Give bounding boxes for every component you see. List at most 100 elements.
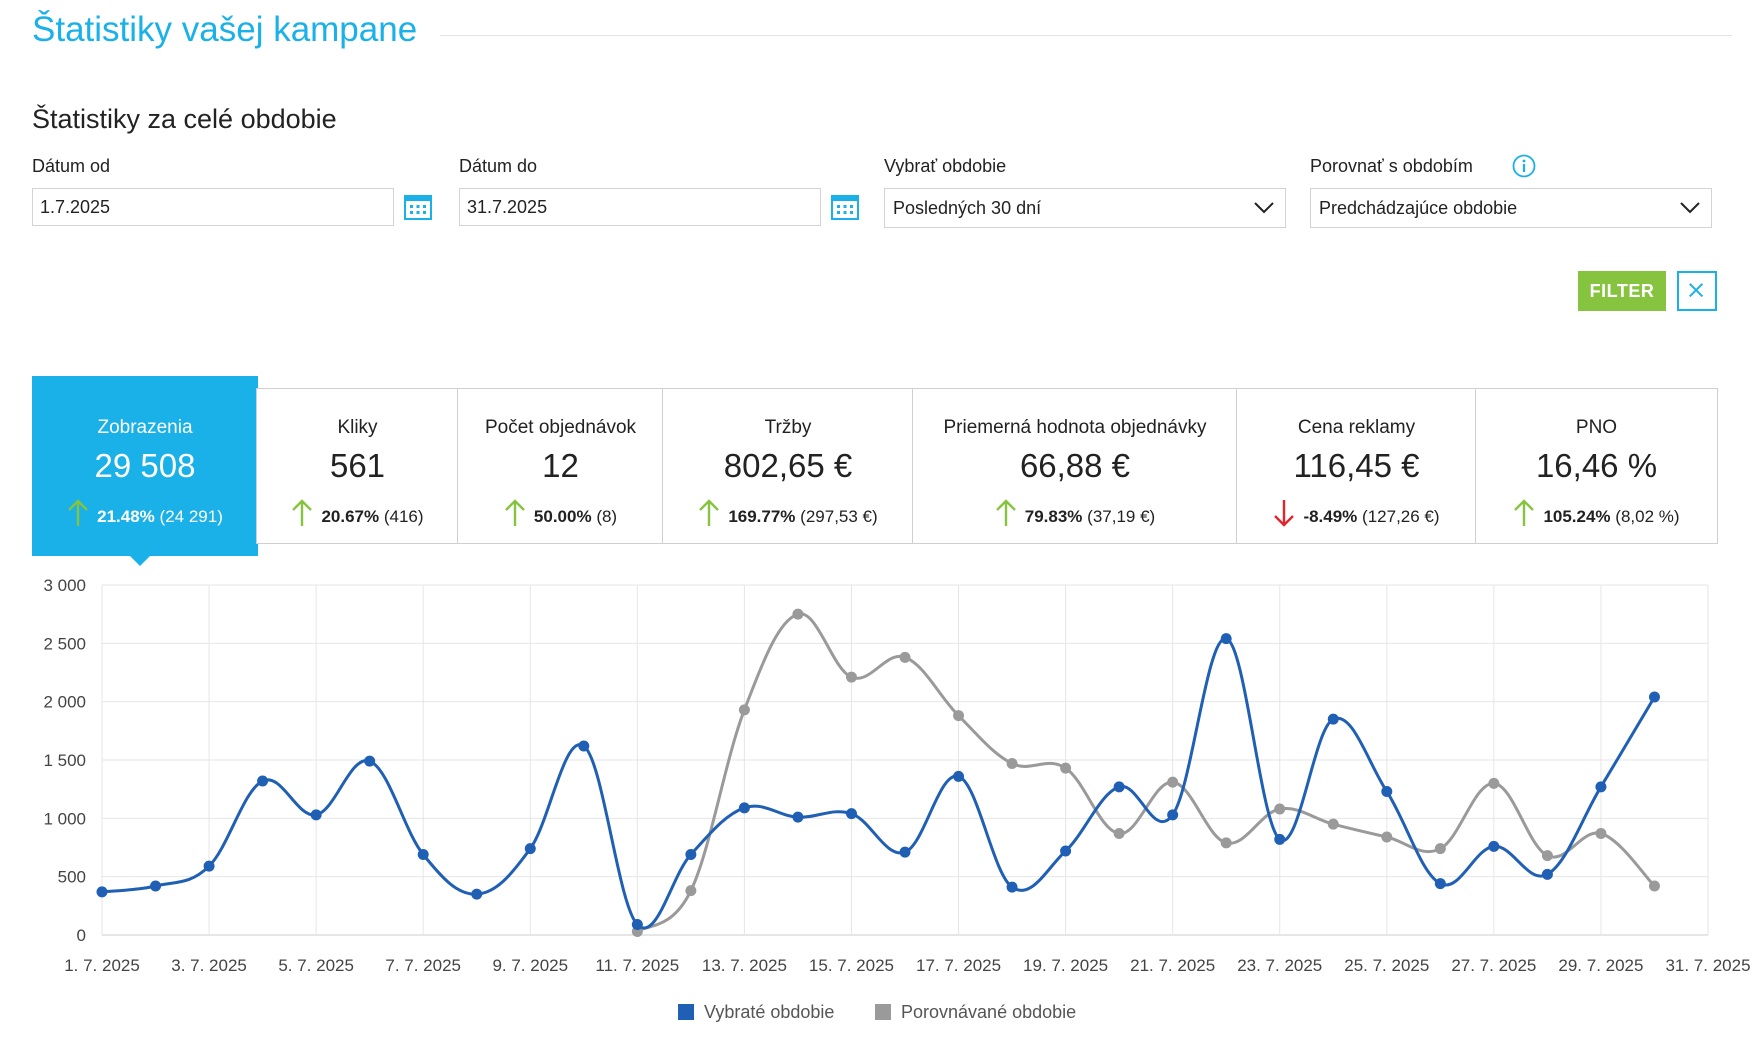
data-point-compared	[1060, 762, 1072, 774]
data-point-compared	[1113, 828, 1125, 839]
impressions-line-chart: 0 500 1 000 1 500 2 000 2 500 3 000 1. 7. 2025 3…	[43, 576, 1750, 975]
y-tick-label: 0	[77, 926, 86, 945]
data-point-selected	[203, 860, 215, 872]
kpi-tile-2[interactable]: Kliky 561 20.67% (416)	[256, 388, 459, 544]
legend-label-compared: Porovnávané obdobie	[901, 1002, 1077, 1022]
data-point-selected	[310, 809, 322, 821]
data-point-selected	[96, 886, 108, 898]
kpi-delta: -8.49% (127,26 €)	[1237, 498, 1476, 528]
arrow-up-icon	[699, 499, 720, 526]
kpi-value: 802,65 €	[723, 447, 853, 484]
data-point-selected	[1541, 868, 1553, 880]
kpi-label: Priemerná hodnota objednávky	[943, 417, 1207, 438]
x-tick-label: 13. 7. 2025	[702, 956, 787, 975]
data-point-compared	[792, 608, 804, 620]
y-tick-label: 2 500	[43, 634, 86, 653]
calendar-icon[interactable]	[830, 192, 860, 222]
date-from-input[interactable]: 1.7.2025	[32, 188, 394, 226]
kpi-value: 66,88 €	[1019, 447, 1131, 484]
date-to-input[interactable]: 31.7.2025	[459, 188, 821, 226]
period-label: Vybrať obdobie	[884, 156, 1007, 176]
data-point-compared	[685, 885, 697, 897]
kpi-delta: 50.00% (8)	[458, 498, 663, 528]
kpi-label: Počet objednávok	[484, 417, 637, 438]
kpi-delta-pct: -8.49%	[1303, 507, 1358, 526]
x-tick-label: 29. 7. 2025	[1558, 956, 1643, 975]
kpi-delta-prev: (8,02 %)	[1615, 507, 1680, 526]
data-point-compared	[1595, 828, 1607, 839]
x-tick-label: 11. 7. 2025	[595, 956, 679, 975]
data-point-selected	[738, 802, 750, 814]
kpi-value: 116,45 €	[1293, 447, 1420, 484]
data-point-compared	[845, 671, 857, 683]
title-divider	[440, 35, 1732, 36]
kpi-delta-prev: (8)	[596, 507, 618, 526]
info-icon[interactable]	[1512, 154, 1536, 178]
legend-item-compared[interactable]: Porovnávané obdobie	[875, 1002, 1076, 1023]
section-title: Štatistiky za celé obdobie	[32, 104, 337, 134]
kpi-label: Zobrazenia	[97, 417, 193, 438]
x-tick-label: 23. 7. 2025	[1237, 956, 1322, 975]
data-point-selected	[1274, 833, 1286, 845]
kpi-tile-1[interactable]: Zobrazenia 29 508 21.48% (24 291)	[32, 376, 258, 556]
x-tick-label: 7. 7. 2025	[385, 956, 461, 975]
kpi-label: Tržby	[764, 417, 812, 438]
data-point-compared	[1167, 776, 1179, 788]
legend-item-selected[interactable]: Vybraté obdobie	[678, 1002, 834, 1023]
kpi-delta-pct: 50.00%	[533, 507, 592, 526]
kpi-delta: 169.77% (297,53 €)	[663, 498, 913, 528]
data-point-compared	[1220, 837, 1232, 849]
chevron-down-icon	[1680, 202, 1700, 214]
x-tick-label: 15. 7. 2025	[809, 956, 894, 975]
kpi-delta-prev: (24 291)	[159, 507, 223, 526]
data-point-selected	[257, 775, 269, 787]
legend-swatch-selected	[678, 1004, 694, 1020]
kpi-label: PNO	[1575, 417, 1618, 438]
arrow-down-icon	[1274, 500, 1295, 527]
data-point-compared	[1541, 850, 1553, 862]
filter-button[interactable]: FILTER	[1578, 271, 1666, 311]
kpi-delta-prev: (416)	[383, 507, 424, 526]
data-point-selected	[1220, 633, 1232, 645]
kpi-delta-prev: (297,53 €)	[800, 507, 878, 526]
x-tick-label: 31. 7. 2025	[1665, 956, 1750, 975]
data-point-selected	[1006, 881, 1018, 893]
kpi-delta: 79.83% (37,19 €)	[913, 498, 1237, 528]
arrow-up-icon	[995, 499, 1016, 526]
data-point-selected	[471, 888, 483, 900]
kpi-tile-7[interactable]: PNO 16,46 % 105.24% (8,02 %)	[1475, 388, 1718, 544]
kpi-tile-3[interactable]: Počet objednávok 12 50.00% (8)	[457, 388, 664, 544]
compare-select[interactable]: Predchádzajúce obdobie	[1310, 188, 1712, 228]
close-icon[interactable]	[1677, 271, 1717, 311]
kpi-tiles: Zobrazenia 29 508 21.48% (24 291) Kliky 561 2…	[32, 376, 1718, 556]
kpi-delta: 105.24% (8,02 %)	[1476, 498, 1717, 528]
date-to-label: Dátum do	[459, 156, 538, 176]
data-point-selected	[364, 755, 376, 767]
kpi-tile-6[interactable]: Cena reklamy 116,45 € -8.49% (127,26 €)	[1236, 388, 1477, 544]
data-point-selected	[953, 770, 965, 782]
series-line-compared	[636, 612, 1656, 933]
calendar-icon[interactable]	[403, 192, 433, 222]
data-point-selected	[1167, 809, 1179, 821]
kpi-label: Kliky	[337, 417, 378, 438]
data-point-compared	[953, 710, 965, 722]
kpi-tile-4[interactable]: Tržby 802,65 € 169.77% (297,53 €)	[662, 388, 914, 544]
x-tick-label: 9. 7. 2025	[492, 956, 568, 975]
active-tile-pointer	[130, 556, 150, 566]
data-point-selected	[845, 808, 857, 820]
y-tick-label: 1 000	[43, 809, 86, 828]
date-from-label: Dátum od	[32, 156, 111, 176]
kpi-tile-5[interactable]: Priemerná hodnota objednávky 66,88 € 79.83…	[912, 388, 1238, 544]
arrow-up-icon	[1514, 499, 1535, 526]
x-tick-label: 27. 7. 2025	[1451, 956, 1536, 975]
legend-label-selected: Vybraté obdobie	[704, 1002, 835, 1022]
kpi-delta: 21.48% (24 291)	[33, 498, 257, 528]
data-point-selected	[150, 880, 162, 892]
x-tick-label: 1. 7. 2025	[64, 956, 140, 975]
kpi-value: 16,46 %	[1535, 447, 1658, 484]
data-point-compared	[1381, 831, 1393, 843]
kpi-delta-pct: 169.77%	[728, 507, 796, 526]
period-select[interactable]: Posledných 30 dní	[884, 188, 1286, 228]
data-point-compared	[1488, 777, 1500, 789]
data-point-selected	[524, 843, 536, 855]
